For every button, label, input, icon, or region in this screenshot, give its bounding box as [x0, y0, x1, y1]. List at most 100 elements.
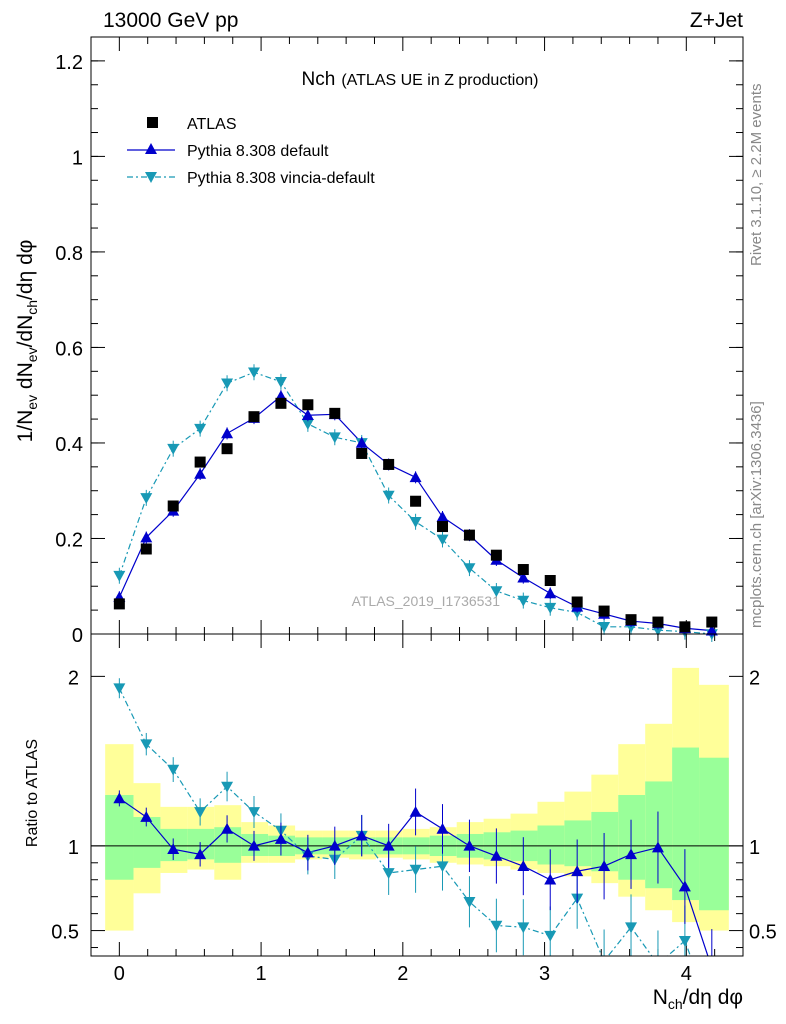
point-atlas: [517, 564, 529, 576]
ratio-point-vincia: [490, 920, 503, 932]
ratio-point-default: [140, 811, 153, 822]
point-default: [194, 468, 207, 479]
point-atlas: [652, 616, 664, 628]
ratio-point-default: [490, 850, 503, 861]
rivet-label: Rivet 3.1.10, ≥ 2.2M events: [748, 84, 765, 267]
point-default: [140, 531, 153, 543]
ratio-point-vincia: [625, 922, 638, 934]
ratio-point-vincia: [598, 956, 610, 967]
svg-text:1/Nev dNev/dNch/dη dφ: 1/Nev dNev/dNch/dη dφ: [14, 240, 40, 443]
ratio-point-default: [382, 839, 395, 851]
y-tick-label: 0.2: [55, 529, 83, 551]
mcplots-label: mcplots.cern.ch [arXiv:1306.3436]: [748, 401, 765, 628]
point-vincia: [167, 443, 180, 455]
header-right: Z+Jet: [690, 9, 743, 32]
ratio-point-default: [544, 873, 557, 885]
band-inner: [105, 795, 134, 880]
point-atlas: [679, 621, 691, 633]
y-tick-label: 0.8: [55, 243, 83, 265]
point-atlas: [302, 399, 314, 411]
point-atlas: [356, 447, 368, 459]
point-atlas: [544, 575, 556, 587]
point-atlas: [329, 407, 341, 419]
point-default: [705, 624, 718, 636]
ratio-point-default: [571, 865, 584, 877]
ratio-clipped-series: [113, 678, 718, 973]
point-atlas: [410, 495, 422, 507]
main-series: [113, 364, 718, 642]
ratio-point-default: [248, 839, 260, 851]
point-atlas: [194, 456, 206, 468]
ratio-point-default: [167, 843, 180, 855]
ratio-point-vincia: [140, 739, 153, 751]
main-ticks: [90, 37, 743, 635]
ratio-point-default: [221, 822, 234, 834]
ratio-y-tick-label: 0.5: [51, 922, 79, 944]
band-inner: [699, 757, 729, 911]
point-atlas: [706, 616, 718, 628]
ratio-point-vincia: [194, 807, 207, 818]
point-atlas: [437, 521, 449, 533]
band-inner: [537, 825, 565, 865]
ratio-point-vincia: [544, 930, 557, 942]
x-tick-labels: 0 1 2 3 4: [114, 963, 692, 985]
ratio-point-default: [463, 839, 476, 851]
ratio-y-tick-label: 1: [68, 837, 79, 859]
band-inner: [672, 747, 700, 901]
ratio-point-vincia: [221, 781, 234, 793]
ratio-point-vincia: [167, 764, 180, 776]
point-default: [301, 409, 314, 421]
point-vincia: [436, 534, 449, 546]
ratio-point-vincia: [248, 807, 260, 818]
point-atlas: [490, 549, 502, 561]
y-tick-label: 0.4: [55, 434, 83, 456]
ratio-point-default: [625, 848, 638, 860]
ratio-point-default: [355, 829, 368, 841]
ratio-point-vincia: [517, 922, 530, 934]
ratio-y-tick-label-right: 0.5: [749, 922, 777, 944]
band-inner: [645, 781, 673, 889]
ratio-point-default: [517, 860, 530, 871]
ratio-point-default: [706, 962, 718, 973]
x-tick-label: 1: [256, 963, 267, 985]
point-default: [409, 471, 422, 483]
ratio-point-default: [651, 841, 664, 853]
legend-label-default: Pythia 8.308 default: [187, 143, 329, 160]
main-panel: 0 0.2 0.4 0.6 0.8 1 1.2 Nch (ATLAS UE in Z prod…: [55, 36, 744, 647]
point-atlas: [167, 500, 179, 512]
point-vincia: [221, 378, 234, 390]
ratio-panel: 0.5 0.5 1 1 2 2 0 1 2 3 4: [51, 633, 777, 985]
point-vincia: [517, 595, 530, 607]
y-tick-label: 1.2: [55, 52, 83, 74]
legend-marker-atlas: [147, 117, 158, 128]
point-vincia: [409, 516, 422, 528]
point-vincia: [113, 570, 126, 582]
point-atlas: [221, 443, 233, 455]
ratio-y-tick-labels: 0.5 0.5 1 1 2 2: [51, 667, 777, 943]
x-tick-label: 2: [397, 963, 408, 985]
y-tick-label: 1: [72, 147, 83, 169]
point-vincia: [140, 493, 153, 504]
plot-title: Nch (ATLAS UE in Z production): [302, 69, 539, 90]
point-vincia: [194, 423, 207, 435]
point-default: [221, 427, 234, 439]
ratio-series: [113, 678, 718, 973]
point-vincia: [248, 367, 260, 379]
legend-label-atlas: ATLAS: [187, 116, 237, 133]
ratio-point-default: [113, 792, 126, 804]
ratio-y-tick-label: 2: [68, 667, 79, 689]
ratio-point-vincia: [382, 868, 395, 879]
ratio-y-tick-label-right: 2: [749, 667, 760, 689]
point-atlas: [463, 529, 475, 541]
ratio-point-default: [274, 833, 287, 844]
point-vincia: [544, 602, 557, 614]
point-atlas: [571, 596, 583, 608]
ratio-point-default: [301, 846, 314, 858]
point-atlas: [625, 614, 637, 626]
band-inner: [133, 817, 161, 868]
x-tick-label: 3: [539, 963, 550, 985]
ratio-uncertainty-bands: [105, 667, 729, 931]
ratio-point-vincia: [113, 683, 126, 695]
main-y-axis-label: 1/Nev dNev/dNch/dη dφ: [14, 240, 40, 443]
